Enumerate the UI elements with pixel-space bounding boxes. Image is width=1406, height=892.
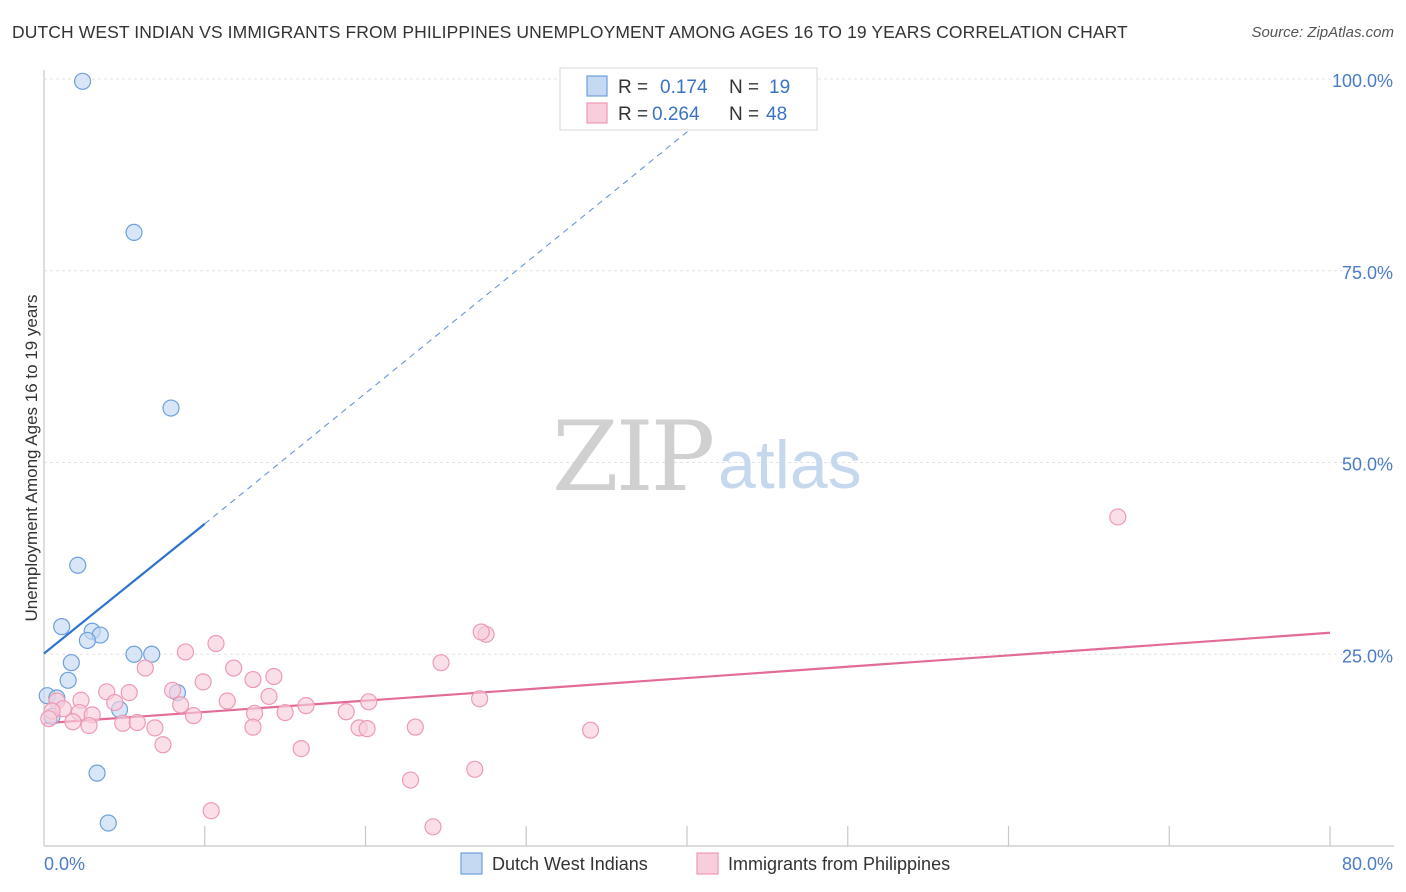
data-point-series-2-11 [194, 673, 212, 691]
legend-r-label-2: R = [618, 104, 648, 125]
data-point-series-2-28 [276, 703, 294, 722]
legend-n-value-1: 19 [769, 77, 790, 98]
y-tick-label-100: 100.0% [1332, 71, 1393, 91]
data-point-series-1-12 [59, 671, 77, 689]
y-axis-tick-labels: 25.0% 50.0% 75.0% 100.0% [1332, 71, 1393, 666]
data-point-series-2-43 [154, 736, 172, 754]
legend-r-value-2: 0.264 [652, 104, 700, 125]
legend-n-value-2: 48 [766, 104, 787, 125]
data-point-series-1-3 [162, 399, 180, 417]
data-point-series-2-34 [114, 714, 132, 732]
data-point-series-2-46 [401, 771, 420, 789]
data-point-series-2-6 [432, 654, 450, 672]
data-point-series-2-14 [120, 683, 138, 702]
data-point-series-1-19 [99, 814, 117, 832]
x-tick-label-max: 80.0% [1342, 854, 1393, 874]
data-point-series-2-8 [136, 659, 154, 677]
data-point-series-2-18 [471, 690, 489, 708]
series-legend-label-dutch-west-indians: Dutch West Indians [492, 854, 648, 874]
data-point-series-2-37 [244, 718, 262, 736]
trend-line-series-1 [43, 523, 206, 655]
legend-r-value-1: 0.174 [660, 77, 708, 98]
watermark-atlas: atlas [718, 427, 862, 503]
series-legend-label-immigrants-from-philippines: Immigrants from Philippines [728, 854, 950, 874]
watermark-zip: ZIP [552, 401, 713, 513]
data-point-series-1-5 [53, 618, 71, 636]
data-point-series-2-32 [40, 710, 58, 728]
x-axis-ticks [204, 826, 1331, 846]
data-point-series-2-30 [184, 707, 203, 725]
y-tick-label-50: 50.0% [1342, 455, 1393, 475]
data-point-series-2-21 [106, 693, 124, 712]
data-point-series-1-1 [73, 72, 92, 90]
stats-legend: R = 0.174 N = 19 R = 0.264 N = 48 [559, 67, 818, 131]
data-points [38, 72, 1127, 836]
series-legend-swatch-dutch-west-indians [460, 852, 483, 875]
y-axis-label: Unemployment Among Ages 16 to 19 years [22, 295, 41, 622]
data-point-series-2-38 [146, 719, 164, 737]
data-point-series-2-20 [360, 693, 378, 711]
data-point-series-2-15 [260, 687, 278, 706]
data-point-series-2-24 [297, 697, 315, 715]
data-point-series-1-2 [125, 223, 143, 241]
chart-title: DUTCH WEST INDIAN VS IMMIGRANTS FROM PHI… [12, 22, 1128, 42]
data-point-series-1-9 [125, 645, 143, 663]
data-point-series-2-40 [358, 720, 376, 738]
data-point-series-1-18 [88, 764, 106, 782]
data-point-series-2-33 [64, 713, 82, 731]
legend-swatch-dutch-west-indians [586, 75, 608, 97]
y-tick-label-25: 25.0% [1342, 646, 1393, 666]
watermark: ZIP atlas [552, 401, 862, 513]
data-point-series-2-10 [244, 670, 262, 689]
data-point-series-2-4 [207, 634, 225, 653]
data-point-series-2-1 [1109, 508, 1127, 526]
data-point-series-1-10 [143, 645, 161, 663]
gridlines [44, 78, 1394, 655]
data-point-series-2-45 [466, 760, 484, 778]
data-point-series-2-35 [128, 713, 146, 732]
legend-r-label-1: R = [618, 77, 648, 98]
data-point-series-1-11 [62, 654, 80, 672]
data-point-series-2-9 [265, 667, 283, 686]
x-tick-label-min: 0.0% [44, 854, 85, 874]
legend-n-label-1: N = [729, 77, 759, 98]
data-point-series-2-12 [164, 681, 182, 699]
data-point-series-2-29 [337, 703, 355, 721]
data-point-series-2-5 [176, 643, 195, 661]
data-point-series-2-41 [406, 718, 424, 736]
data-point-series-1-8 [78, 631, 97, 650]
data-point-series-2-44 [292, 739, 310, 758]
data-point-series-2-19 [218, 692, 236, 710]
series-legend-swatch-immigrants-from-philippines [696, 852, 719, 875]
data-point-series-2-3 [472, 623, 490, 641]
trend-line-series-2 [43, 631, 1331, 725]
series-legend: Dutch West Indians Immigrants from Phili… [460, 852, 950, 875]
data-point-series-2-36 [80, 716, 98, 735]
legend-swatch-immigrants-from-philippines [586, 102, 608, 124]
legend-n-label-2: N = [729, 104, 759, 125]
trend-line-extension-series-1 [204, 105, 720, 525]
data-point-series-2-7 [225, 659, 243, 677]
data-point-series-2-48 [424, 818, 442, 836]
data-point-series-2-47 [202, 802, 220, 820]
data-point-series-2-42 [581, 721, 600, 739]
y-tick-label-75: 75.0% [1342, 263, 1393, 283]
chart-source: Source: ZipAtlas.com [1251, 24, 1394, 41]
data-point-series-2-22 [172, 696, 190, 714]
data-point-series-1-4 [69, 556, 87, 574]
